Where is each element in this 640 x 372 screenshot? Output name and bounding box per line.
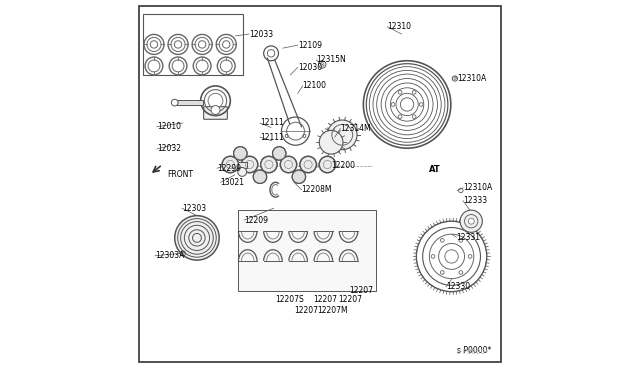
- Circle shape: [241, 156, 258, 173]
- Circle shape: [412, 115, 416, 119]
- Circle shape: [440, 238, 444, 242]
- Circle shape: [460, 210, 483, 232]
- Circle shape: [431, 254, 435, 258]
- Circle shape: [468, 218, 474, 224]
- Text: AT: AT: [429, 165, 441, 174]
- Text: 12303: 12303: [182, 204, 206, 213]
- Text: FRONT: FRONT: [167, 170, 193, 179]
- Circle shape: [273, 147, 286, 160]
- Circle shape: [300, 156, 316, 173]
- Text: 12207: 12207: [338, 295, 362, 304]
- Circle shape: [260, 156, 277, 173]
- Circle shape: [319, 131, 343, 154]
- Circle shape: [292, 170, 305, 183]
- Circle shape: [253, 170, 267, 183]
- Text: 12207S: 12207S: [275, 295, 303, 304]
- Circle shape: [412, 90, 416, 94]
- Bar: [177, 100, 204, 105]
- Text: 12111: 12111: [260, 119, 284, 128]
- Circle shape: [468, 254, 472, 258]
- Circle shape: [175, 216, 219, 260]
- Text: 12310A: 12310A: [463, 183, 492, 192]
- Text: 12200: 12200: [331, 161, 355, 170]
- Circle shape: [280, 156, 297, 173]
- Text: 12310: 12310: [387, 22, 412, 31]
- Text: 12030: 12030: [298, 63, 322, 72]
- Circle shape: [319, 156, 335, 173]
- Text: 12100: 12100: [303, 81, 326, 90]
- Circle shape: [292, 170, 305, 183]
- Text: 12303A: 12303A: [155, 251, 184, 260]
- Text: 12330: 12330: [446, 282, 470, 291]
- Text: 12111: 12111: [260, 132, 284, 142]
- Text: 12207: 12207: [349, 286, 374, 295]
- Circle shape: [172, 99, 178, 106]
- Circle shape: [222, 156, 239, 173]
- Circle shape: [222, 156, 239, 173]
- Circle shape: [459, 270, 463, 274]
- Text: 12010: 12010: [157, 122, 181, 131]
- Circle shape: [440, 270, 444, 274]
- Circle shape: [445, 250, 458, 263]
- Circle shape: [260, 156, 277, 173]
- Text: 12314M: 12314M: [340, 124, 371, 133]
- Circle shape: [328, 120, 357, 150]
- Circle shape: [237, 167, 246, 176]
- Circle shape: [273, 147, 286, 160]
- Text: 12333: 12333: [463, 196, 487, 205]
- Circle shape: [211, 106, 220, 115]
- Text: s P0000*: s P0000*: [457, 349, 488, 355]
- Bar: [237, 161, 247, 168]
- Circle shape: [391, 103, 395, 106]
- Text: 12109: 12109: [298, 41, 322, 50]
- Text: 12208M: 12208M: [301, 185, 332, 194]
- Circle shape: [398, 90, 402, 94]
- Bar: [239, 210, 376, 291]
- Circle shape: [300, 156, 316, 173]
- Text: 12207: 12207: [314, 295, 337, 304]
- Text: 12315N: 12315N: [316, 55, 346, 64]
- FancyBboxPatch shape: [204, 107, 227, 119]
- Text: 12033: 12033: [249, 29, 273, 39]
- Circle shape: [280, 156, 297, 173]
- Text: 13021: 13021: [221, 178, 244, 187]
- Circle shape: [417, 221, 487, 292]
- Circle shape: [241, 156, 258, 173]
- Circle shape: [234, 147, 247, 160]
- Circle shape: [364, 61, 451, 148]
- Circle shape: [459, 238, 463, 242]
- Circle shape: [398, 115, 402, 119]
- Circle shape: [419, 103, 423, 106]
- Circle shape: [319, 156, 335, 173]
- Circle shape: [234, 147, 247, 160]
- Text: 12207M: 12207M: [317, 307, 348, 315]
- Text: 12331: 12331: [456, 232, 481, 242]
- Circle shape: [253, 170, 267, 183]
- Text: 12207: 12207: [294, 307, 318, 315]
- Text: 12310A: 12310A: [457, 74, 486, 83]
- Bar: [143, 14, 243, 75]
- Text: 12032: 12032: [157, 144, 181, 153]
- Text: s P0000*: s P0000*: [457, 346, 492, 355]
- Text: 12209: 12209: [244, 216, 268, 225]
- Text: 12299: 12299: [217, 164, 241, 173]
